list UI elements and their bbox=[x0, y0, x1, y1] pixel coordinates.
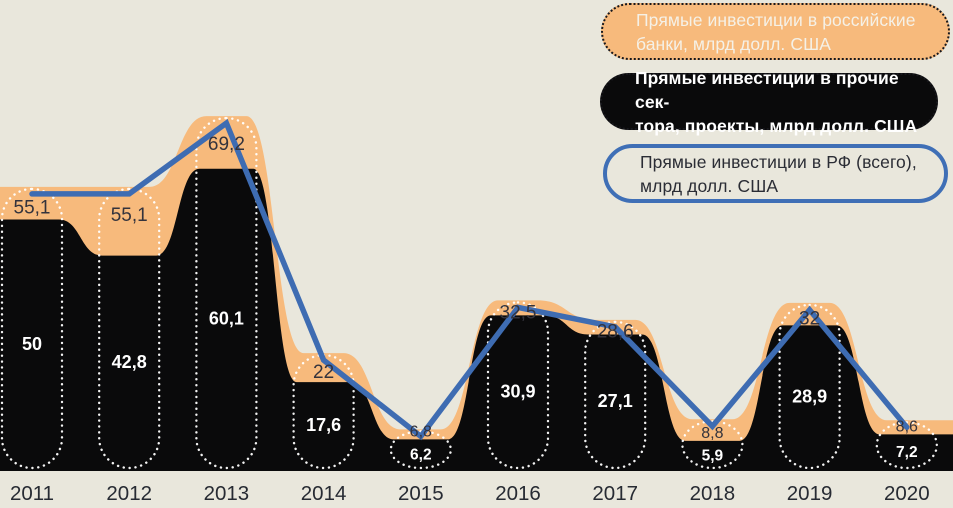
year-label-2013: 2013 bbox=[204, 482, 250, 505]
other-value-label-2013: 60,1 bbox=[209, 308, 244, 328]
other-value-label-2016: 30,9 bbox=[500, 382, 535, 402]
legend-total-line1: Прямые инвестиции в РФ (всего), bbox=[640, 151, 917, 172]
other-value-label-2015: 6,2 bbox=[410, 447, 432, 464]
total-value-label-2017: 28,6 bbox=[597, 322, 634, 343]
other-value-label-2011: 50 bbox=[22, 334, 42, 354]
other-value-label-2014: 17,6 bbox=[306, 415, 341, 435]
year-column-outline-2012 bbox=[97, 187, 161, 470]
total-value-label-2019: 32 bbox=[799, 309, 820, 330]
legend-banks-line2: банки, млрд долл. США bbox=[636, 33, 831, 54]
year-label-2016: 2016 bbox=[495, 482, 541, 505]
legend-other-line1: Прямые инвестиции в прочие сек- bbox=[635, 67, 899, 112]
year-label-2014: 2014 bbox=[301, 482, 347, 505]
total-line bbox=[29, 118, 910, 441]
legend-total-line2: млрд долл. США bbox=[640, 175, 779, 196]
legend-item-other-sectors: Прямые инвестиции в прочие сек- тора, пр… bbox=[600, 68, 938, 136]
total-value-label-2015: 6,8 bbox=[410, 423, 432, 440]
year-column-outline-2020 bbox=[875, 421, 938, 470]
legend-other-line2: тора, проекты, млрд долл. США bbox=[635, 115, 918, 136]
other-value-label-2012: 42,8 bbox=[112, 352, 147, 372]
year-label-2020: 2020 bbox=[884, 482, 930, 505]
year-column-outline-2017 bbox=[584, 320, 647, 470]
year-label-2012: 2012 bbox=[106, 482, 152, 505]
other-value-label-2019: 28,9 bbox=[792, 387, 827, 407]
year-column-outline-2013 bbox=[195, 116, 258, 470]
legend-banks-line1: Прямые инвестиции в российские bbox=[636, 9, 916, 30]
other-value-label-2018: 5,9 bbox=[702, 447, 724, 464]
year-column-outline-2018 bbox=[681, 420, 744, 470]
year-column-outline-2019 bbox=[778, 303, 841, 470]
year-column-outline-2015 bbox=[389, 430, 452, 470]
legend-item-banks: Прямые инвестиции в российские банки, мл… bbox=[601, 3, 950, 60]
year-column-outline-2011 bbox=[0, 187, 64, 470]
year-label-2015: 2015 bbox=[398, 482, 444, 505]
total-value-label-2016: 32,5 bbox=[500, 302, 537, 323]
total-value-label-2018: 8,8 bbox=[701, 425, 723, 442]
other-value-label-2017: 27,1 bbox=[598, 391, 633, 411]
year-label-2017: 2017 bbox=[592, 482, 638, 505]
year-label-2011: 2011 bbox=[10, 482, 54, 505]
total-value-label-2012: 55,1 bbox=[111, 205, 148, 226]
other-sectors-area bbox=[0, 168, 953, 471]
year-label-2018: 2018 bbox=[690, 482, 736, 505]
year-column-outline-2016 bbox=[486, 301, 550, 470]
year-label-2019: 2019 bbox=[787, 482, 833, 505]
total-value-label-2011: 55,1 bbox=[14, 198, 51, 219]
total-value-label-2014: 22 bbox=[313, 362, 334, 383]
total-value-label-2013: 69,2 bbox=[208, 134, 245, 155]
total-value-label-2020: 8,6 bbox=[896, 418, 918, 435]
other-value-label-2020: 7,2 bbox=[896, 444, 918, 461]
legend-item-total: Прямые инвестиции в РФ (всего), млрд дол… bbox=[603, 144, 948, 203]
